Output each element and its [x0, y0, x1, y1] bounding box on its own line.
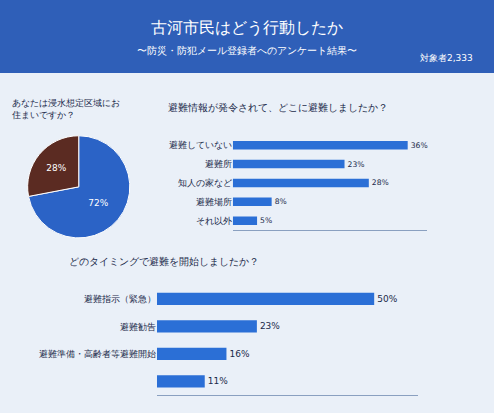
svg-text:避難情報が発令されて、どこに避難しましたか？: 避難情報が発令されて、どこに避難しましたか？: [168, 102, 388, 113]
svg-text:50%: 50%: [377, 294, 397, 304]
svg-text:避難勧告: 避難勧告: [120, 322, 156, 332]
svg-text:23%: 23%: [260, 321, 280, 331]
svg-text:23%: 23%: [348, 160, 365, 169]
svg-text:対象者2,333: 対象者2,333: [420, 53, 473, 63]
svg-text:11%: 11%: [208, 376, 228, 386]
svg-text:避難指示（緊急）: 避難指示（緊急）: [84, 294, 156, 304]
svg-text:避難所: 避難所: [205, 159, 232, 169]
svg-text:避難場所: 避難場所: [196, 197, 232, 207]
svg-text:〜防災・防犯メール登録者へのアンケート結果〜: 〜防災・防犯メール登録者へのアンケート結果〜: [137, 45, 357, 56]
svg-text:古河市民はどう行動したか: 古河市民はどう行動したか: [151, 18, 343, 37]
svg-text:5%: 5%: [260, 216, 272, 225]
svg-text:あなたは浸水想定区域にお住まいですか？: あなたは浸水想定区域にお住まいですか？: [12, 98, 120, 120]
svg-text:それ以外: それ以外: [196, 216, 232, 226]
svg-text:72%: 72%: [88, 198, 108, 208]
svg-text:避難していない: 避難していない: [169, 140, 232, 150]
svg-text:16%: 16%: [229, 349, 249, 359]
svg-text:28%: 28%: [372, 178, 389, 187]
svg-text:知人の家など: 知人の家など: [178, 178, 232, 188]
svg-text:避難準備・高齢者等避難開始: 避難準備・高齢者等避難開始: [39, 349, 156, 359]
svg-text:どのタイミングで避難を開始しましたか？: どのタイミングで避難を開始しましたか？: [69, 256, 259, 267]
svg-text:28%: 28%: [46, 163, 66, 173]
svg-text:36%: 36%: [411, 141, 428, 150]
svg-text:8%: 8%: [275, 197, 287, 206]
